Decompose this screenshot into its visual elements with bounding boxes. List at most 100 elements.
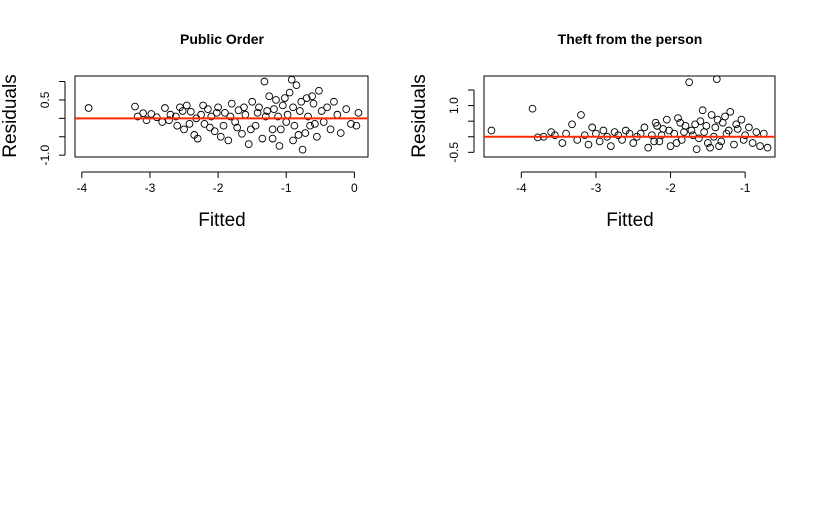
data-point (733, 125, 742, 133)
data-point (302, 94, 311, 102)
data-point (724, 126, 733, 135)
y-tick-label: 1.0 (447, 97, 461, 114)
data-point (730, 140, 738, 149)
data-point (207, 112, 216, 121)
data-point (703, 139, 712, 147)
data-point (251, 121, 260, 130)
data-point (718, 118, 727, 127)
scatter-points (84, 75, 363, 154)
data-point (270, 105, 278, 113)
data-point (580, 131, 589, 140)
data-point (577, 111, 585, 119)
chart-title: Public Order (180, 31, 265, 47)
data-point (595, 137, 604, 146)
data-point (317, 107, 326, 115)
data-point (186, 107, 195, 116)
data-point (275, 142, 284, 150)
data-point (289, 103, 297, 112)
data-point (147, 110, 156, 118)
data-point (298, 145, 307, 154)
data-point (717, 137, 726, 146)
data-point (292, 81, 301, 90)
data-point (326, 125, 335, 134)
data-point (193, 134, 202, 143)
data-point (216, 132, 225, 141)
x-tick-label: -2 (213, 181, 224, 195)
data-point (306, 121, 314, 130)
data-point (282, 118, 291, 126)
data-point (487, 126, 496, 135)
x-tick-label: -3 (591, 181, 602, 195)
data-point (244, 140, 253, 148)
data-point (297, 97, 306, 106)
data-point (313, 132, 321, 141)
data-point (333, 110, 342, 119)
y-ticks: -1.0 0.5 (38, 81, 65, 166)
data-point (238, 129, 246, 138)
data-point (226, 112, 235, 121)
data-point (287, 75, 296, 84)
data-point (283, 110, 292, 119)
data-point (84, 104, 93, 112)
data-point (629, 139, 638, 147)
data-point (255, 103, 263, 112)
data-point (653, 121, 661, 130)
data-point (289, 136, 297, 145)
data-point (204, 105, 212, 113)
x-axis-title: Fitted (198, 210, 246, 231)
data-point (700, 128, 708, 136)
data-point (706, 143, 714, 152)
data-point (261, 112, 270, 121)
data-point (599, 126, 608, 135)
data-point (692, 145, 701, 154)
x-tick-label: -2 (665, 181, 676, 195)
data-point (680, 128, 688, 136)
data-point (712, 75, 721, 83)
data-point (696, 117, 705, 126)
panel-theft-from-the-person: Theft from the person -4 -3 -2 -1 -0.5 1.0 F… (409, 31, 776, 231)
data-point (691, 120, 700, 129)
data-point (702, 121, 711, 130)
data-point (584, 140, 593, 149)
data-point (711, 123, 720, 132)
data-point (662, 115, 671, 124)
data-point (713, 115, 722, 124)
data-point (695, 134, 703, 143)
data-point (199, 101, 207, 110)
data-point (268, 125, 277, 134)
data-point (752, 128, 761, 136)
data-point (227, 99, 236, 108)
data-point (278, 101, 287, 110)
data-point (224, 136, 233, 145)
data-point (741, 131, 750, 140)
data-point (311, 120, 319, 128)
data-point (197, 110, 205, 119)
data-point (180, 125, 188, 134)
data-point (650, 137, 658, 146)
data-point (687, 126, 696, 135)
x-ticks: -4 -3 -2 -1 (516, 172, 751, 195)
data-point (219, 121, 228, 130)
data-point (240, 103, 248, 112)
data-point (304, 112, 312, 121)
data-point (732, 120, 741, 129)
data-point (131, 102, 139, 111)
data-point (214, 103, 222, 112)
data-point (233, 123, 242, 132)
data-point (551, 131, 559, 140)
data-point (674, 114, 682, 122)
data-point (315, 86, 323, 95)
data-point (588, 123, 597, 132)
data-point (665, 126, 673, 135)
data-point (200, 120, 209, 128)
data-point (158, 118, 167, 126)
y-axis-title: Residuals (0, 74, 21, 157)
data-point (685, 78, 694, 87)
data-point (689, 131, 697, 140)
data-point (707, 111, 716, 119)
y-tick-label: 0.5 (38, 91, 52, 108)
data-point (276, 125, 285, 134)
data-point (737, 115, 746, 124)
data-point (558, 139, 567, 147)
plot-frame (483, 75, 776, 158)
